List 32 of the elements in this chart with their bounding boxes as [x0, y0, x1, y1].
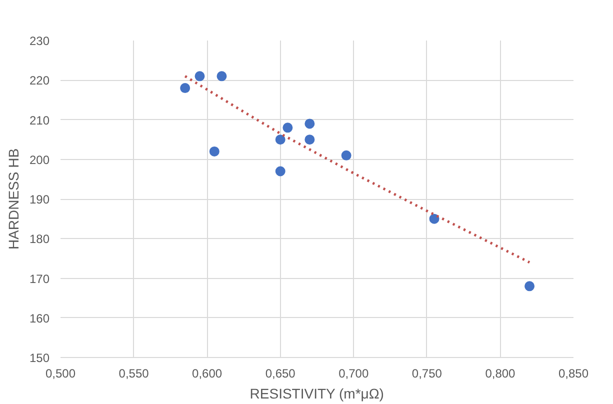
x-tick-label: 0,850	[558, 366, 589, 380]
x-tick-label: 0,650	[265, 366, 296, 380]
point	[209, 146, 220, 156]
y-tick-label: 200	[29, 152, 50, 167]
point	[275, 134, 286, 145]
point	[304, 118, 315, 129]
point	[180, 83, 190, 94]
line-series	[184, 74, 531, 264]
y-tick-label: 160	[29, 311, 50, 326]
point	[216, 71, 227, 82]
point	[341, 150, 352, 160]
x-tick-label: 0,750	[412, 366, 442, 380]
y-tick-label: 180	[29, 232, 50, 246]
x-tick-label: 0,500	[45, 366, 76, 380]
x-tick-label: 0,550	[118, 366, 150, 380]
point	[429, 214, 440, 224]
y-tick-label: 190	[29, 192, 50, 206]
y-tick-label: 170	[29, 272, 50, 286]
point	[275, 166, 286, 176]
point	[282, 122, 293, 133]
point	[194, 71, 205, 82]
y-tick-label: 150	[29, 351, 50, 365]
x-axis-title: RESISTIVITY (m*μΩ)	[250, 386, 384, 402]
x-tick-label: 0,600	[192, 366, 222, 380]
y-tick-label: 230	[29, 34, 50, 48]
x-tick-label: 0,800	[485, 366, 516, 380]
point	[304, 134, 315, 145]
y-tick-label: 210	[29, 113, 50, 128]
point	[524, 281, 535, 292]
y-tick-label: 220	[29, 74, 50, 88]
y-axis-title: HARDNESS HB	[5, 148, 22, 250]
x-tick-label: 0,700	[338, 366, 369, 380]
